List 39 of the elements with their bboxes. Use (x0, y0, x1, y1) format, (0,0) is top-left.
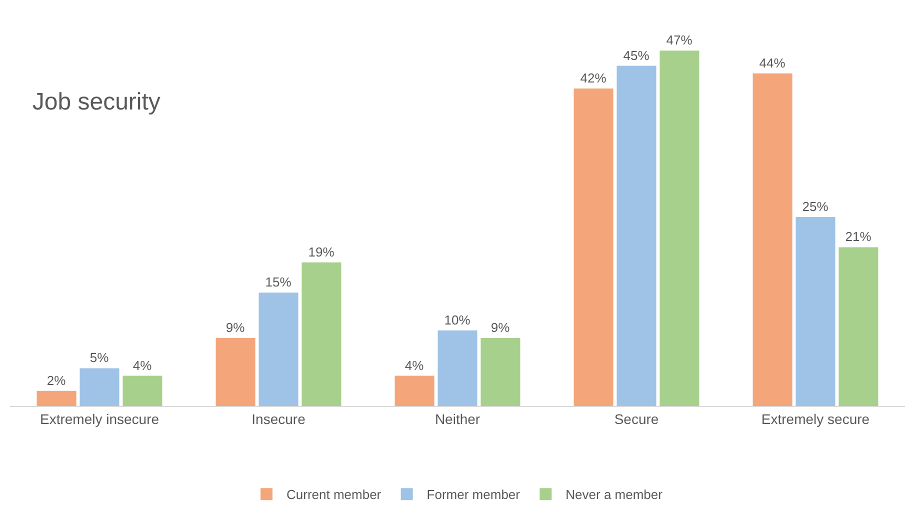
bar (258, 292, 298, 406)
bar (438, 330, 478, 406)
data-label: 42% (580, 70, 607, 86)
x-tick-label: Insecure (252, 410, 306, 427)
data-label: 47% (666, 32, 693, 48)
data-label: 4% (132, 358, 152, 373)
bar (36, 390, 76, 406)
bar (480, 338, 520, 406)
bar (216, 338, 256, 406)
legend-label: Former member (426, 487, 521, 502)
data-label: 19% (308, 244, 335, 260)
data-label: 25% (802, 198, 829, 214)
data-label: 2% (46, 372, 66, 388)
data-label: 15% (265, 274, 292, 290)
bar (122, 376, 162, 406)
bar (660, 50, 700, 406)
data-label: 10% (444, 312, 471, 328)
data-label: 44% (759, 55, 786, 70)
bar (302, 262, 342, 406)
data-label: 5% (90, 350, 110, 366)
bar (616, 66, 656, 406)
text: Job security (32, 88, 160, 116)
bar (796, 216, 836, 406)
legend-label: Current member (286, 487, 382, 502)
x-tick-label: Extremely secure (761, 410, 870, 427)
data-label: 9% (490, 320, 510, 335)
data-label: 9% (226, 320, 246, 335)
data-label: 45% (623, 48, 650, 63)
bar (80, 368, 120, 406)
x-tick-label: Extremely insecure (40, 410, 160, 427)
legend-label: Never a member (566, 487, 664, 502)
x-tick-label: Secure (614, 410, 659, 427)
bar (752, 73, 792, 406)
x-tick-label: Neither (434, 410, 480, 427)
bar (394, 376, 434, 406)
data-label: 21% (845, 229, 872, 244)
data-label: 4% (404, 358, 424, 373)
bar (574, 88, 614, 406)
bar (838, 247, 878, 406)
